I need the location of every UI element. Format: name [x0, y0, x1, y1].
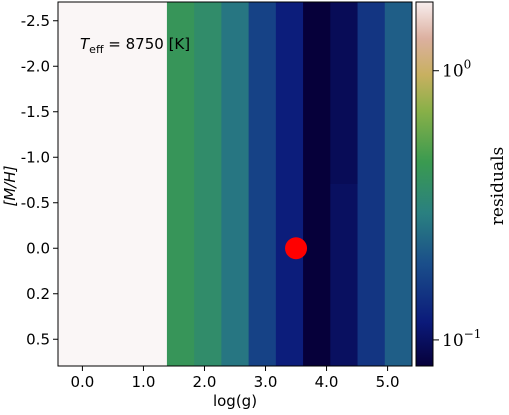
heatmap-cell [221, 2, 250, 184]
heatmap-cell [139, 2, 168, 184]
heatmap-cell [275, 2, 304, 184]
heatmap-cells [58, 2, 413, 366]
y-tick-label: 0.2 [26, 285, 50, 303]
colorbar-ticks: 100 10−1 [433, 58, 481, 351]
plot-frame [57, 1, 413, 367]
y-tick-label: 0.5 [26, 330, 50, 348]
heatmap-cell [194, 184, 222, 366]
heatmap-cell [221, 184, 250, 366]
colorbar [415, 1, 434, 367]
y-tick-label: -2.5 [21, 12, 50, 30]
heatmap-cell [194, 2, 222, 184]
heatmap-cell [357, 184, 386, 366]
heatmap-cell [85, 2, 113, 184]
y-tick-label: -2.0 [21, 57, 50, 75]
x-axis-label: log(g) [213, 392, 257, 410]
y-axis-label: [M/H] [1, 165, 19, 206]
x-tick-label: 4.0 [315, 373, 339, 391]
heatmap-cell [139, 184, 168, 366]
y-tick-label: -1.0 [21, 148, 50, 166]
best-fit-marker [285, 237, 308, 260]
x-tick-label: 1.0 [132, 373, 156, 391]
colorbar-tick-label: 10−1 [442, 327, 481, 351]
heatmap-cell [275, 184, 304, 366]
x-tick-label: 5.0 [376, 373, 400, 391]
y-tick-label: -1.5 [21, 103, 50, 121]
heatmap-cell [384, 184, 413, 366]
heatmap-cell [166, 2, 195, 184]
y-tick-label: 0.0 [26, 239, 50, 257]
heatmap-cell [303, 2, 331, 184]
heatmap-cell [330, 184, 359, 366]
x-tick-label: 0.0 [70, 373, 94, 391]
teff-annotation: Teff = 8750 [K] [80, 35, 190, 56]
heatmap-cell [384, 2, 413, 184]
heatmap-cell [248, 184, 277, 366]
y-tick-label: -0.5 [21, 194, 50, 212]
colorbar-label: residuals [488, 147, 508, 225]
heatmap-cell [248, 2, 277, 184]
heatmap-cell [330, 2, 359, 184]
y-axis-ticks: -2.5 -2.0 -1.5 -1.0 -0.5 0.0 0.2 0.5 [21, 12, 58, 348]
x-axis-ticks: 0.0 1.0 2.0 3.0 4.0 5.0 [70, 366, 400, 391]
x-tick-label: 2.0 [193, 373, 217, 391]
heatmap-cell [58, 184, 86, 366]
heatmap-cell [112, 184, 141, 366]
colorbar-tick-label: 100 [442, 58, 471, 82]
heatmap-cell [303, 184, 331, 366]
heatmap-cell [112, 2, 141, 184]
heatmap-cell [85, 184, 113, 366]
heatmap-cell [357, 2, 386, 184]
heatmap-cell [166, 184, 195, 366]
x-tick-label: 3.0 [254, 373, 278, 391]
heatmap-cell [58, 2, 86, 184]
